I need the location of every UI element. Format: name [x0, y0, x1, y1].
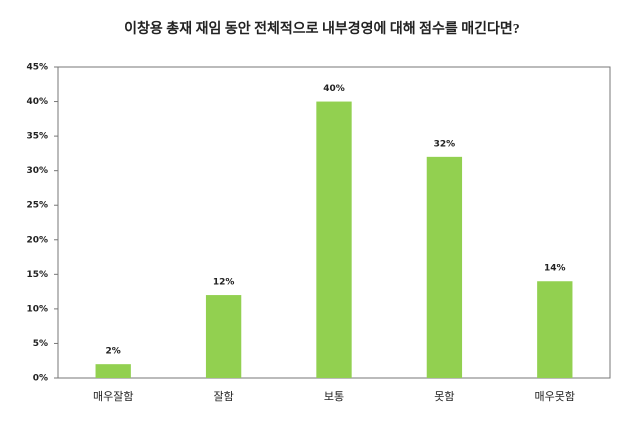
y-tick-label: 5%	[33, 339, 48, 349]
x-tick-label: 매우잘함	[93, 390, 133, 403]
y-tick-label: 10%	[26, 304, 48, 314]
y-tick-label: 25%	[26, 201, 48, 211]
bar	[316, 101, 352, 379]
bar	[95, 364, 131, 378]
chart-title: 이창용 총재 재임 동안 전체적으로 내부경영에 대해 점수를 매긴다면?	[124, 20, 520, 37]
y-tick-label: 35%	[26, 132, 48, 142]
x-tick-label: 보통	[324, 390, 344, 403]
x-tick-label: 잘함	[213, 390, 233, 403]
value-label: 40%	[323, 84, 345, 94]
y-tick-label: 0%	[33, 374, 48, 384]
value-label: 2%	[106, 347, 121, 357]
bar	[426, 156, 463, 378]
y-tick-label: 30%	[26, 166, 48, 176]
x-tick-label: 못함	[434, 390, 454, 403]
y-tick-label: 45%	[26, 63, 48, 73]
value-label: 12%	[213, 278, 235, 288]
y-tick-label: 20%	[26, 235, 48, 245]
y-tick-label: 15%	[26, 270, 48, 280]
bar	[537, 281, 573, 378]
value-label: 32%	[434, 139, 456, 149]
value-label: 14%	[544, 264, 566, 274]
bar	[205, 295, 242, 378]
x-tick-label: 매우못함	[535, 390, 575, 403]
y-tick-label: 40%	[26, 97, 48, 107]
